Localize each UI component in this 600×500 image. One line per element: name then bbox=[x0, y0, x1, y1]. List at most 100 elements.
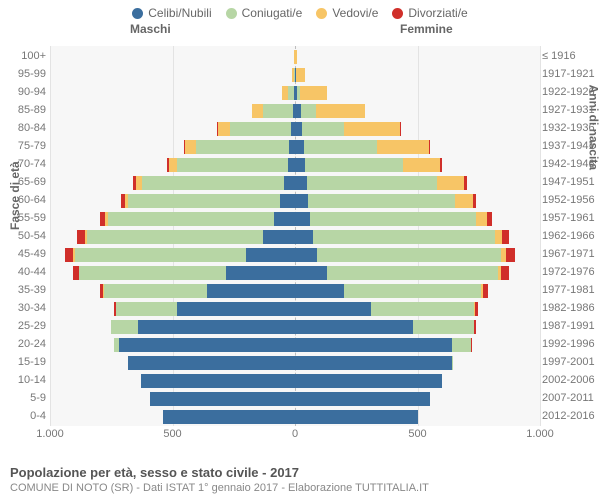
segment bbox=[111, 320, 138, 334]
segment bbox=[274, 212, 295, 226]
segment bbox=[295, 50, 297, 64]
bar-male bbox=[217, 122, 295, 136]
x-tick-label: 500 bbox=[163, 428, 181, 440]
bar-male bbox=[114, 302, 295, 316]
bar-female bbox=[295, 302, 478, 316]
segment bbox=[252, 104, 263, 118]
segment bbox=[371, 302, 474, 316]
legend-label: Divorziati/e bbox=[408, 6, 467, 20]
bar-female bbox=[295, 410, 418, 424]
segment bbox=[295, 140, 304, 154]
bar-female bbox=[295, 212, 492, 226]
age-label: 50-54 bbox=[0, 230, 46, 242]
age-row: 100+≤ 1916 bbox=[50, 48, 540, 66]
segment bbox=[295, 302, 371, 316]
bar-male bbox=[121, 194, 295, 208]
age-label: 70-74 bbox=[0, 158, 46, 170]
birth-year-label: 1987-1991 bbox=[542, 320, 600, 332]
segment bbox=[452, 338, 472, 352]
age-row: 75-791937-1941 bbox=[50, 138, 540, 156]
age-label: 5-9 bbox=[0, 392, 46, 404]
segment bbox=[429, 140, 430, 154]
bar-female bbox=[295, 284, 488, 298]
birth-year-label: 1952-1956 bbox=[542, 194, 600, 206]
segment bbox=[263, 230, 295, 244]
age-row: 95-991917-1921 bbox=[50, 66, 540, 84]
legend: Celibi/NubiliConiugati/eVedovi/eDivorzia… bbox=[0, 0, 600, 22]
bar-male bbox=[167, 158, 295, 172]
segment bbox=[308, 194, 455, 208]
segment bbox=[403, 158, 440, 172]
x-tick-label: 0 bbox=[292, 428, 298, 440]
rows-container: 100+≤ 191695-991917-192190-941922-192685… bbox=[50, 48, 540, 426]
segment bbox=[295, 122, 302, 136]
age-label: 90-94 bbox=[0, 86, 46, 98]
segment bbox=[300, 86, 327, 100]
segment bbox=[475, 302, 478, 316]
birth-year-label: 1932-1936 bbox=[542, 122, 600, 134]
legend-item: Vedovi/e bbox=[316, 6, 378, 20]
age-label: 95-99 bbox=[0, 68, 46, 80]
age-label: 45-49 bbox=[0, 248, 46, 260]
birth-year-label: 1937-1941 bbox=[542, 140, 600, 152]
age-label: 55-59 bbox=[0, 212, 46, 224]
bar-female bbox=[295, 194, 476, 208]
segment bbox=[218, 122, 230, 136]
segment bbox=[307, 176, 437, 190]
birth-year-label: 1927-1931 bbox=[542, 104, 600, 116]
bar-female bbox=[295, 248, 515, 262]
segment bbox=[295, 212, 310, 226]
birth-year-label: 2002-2006 bbox=[542, 374, 600, 386]
legend-swatch bbox=[392, 8, 403, 19]
segment bbox=[377, 140, 428, 154]
bar-female bbox=[295, 104, 365, 118]
segment bbox=[108, 212, 275, 226]
age-row: 70-741942-1946 bbox=[50, 156, 540, 174]
segment bbox=[150, 392, 295, 406]
segment bbox=[138, 320, 295, 334]
segment bbox=[317, 248, 501, 262]
x-tick-label: 500 bbox=[408, 428, 426, 440]
bar-female bbox=[295, 374, 442, 388]
bar-male bbox=[114, 338, 295, 352]
age-row: 45-491967-1971 bbox=[50, 246, 540, 264]
birth-year-label: 1977-1981 bbox=[542, 284, 600, 296]
segment bbox=[474, 320, 475, 334]
segment bbox=[295, 338, 452, 352]
header-female: Femmine bbox=[400, 22, 453, 36]
age-row: 80-841932-1936 bbox=[50, 120, 540, 138]
population-pyramid-chart: Celibi/NubiliConiugati/eVedovi/eDivorzia… bbox=[0, 0, 600, 500]
segment bbox=[487, 212, 492, 226]
age-row: 90-941922-1926 bbox=[50, 84, 540, 102]
segment bbox=[295, 392, 430, 406]
segment bbox=[344, 284, 481, 298]
segment bbox=[128, 356, 295, 370]
segment bbox=[177, 158, 287, 172]
plot-area: 100+≤ 191695-991917-192190-941922-192685… bbox=[50, 46, 540, 436]
age-label: 75-79 bbox=[0, 140, 46, 152]
age-row: 35-391977-1981 bbox=[50, 282, 540, 300]
segment bbox=[305, 158, 403, 172]
segment bbox=[302, 122, 344, 136]
bar-female bbox=[295, 140, 430, 154]
segment bbox=[65, 248, 74, 262]
segment bbox=[246, 248, 295, 262]
segment bbox=[483, 284, 488, 298]
segment bbox=[476, 212, 487, 226]
x-tick-label: 1.000 bbox=[36, 428, 64, 440]
bar-male bbox=[128, 356, 295, 370]
age-label: 25-29 bbox=[0, 320, 46, 332]
bar-male bbox=[184, 140, 295, 154]
legend-label: Vedovi/e bbox=[332, 6, 378, 20]
age-row: 15-191997-2001 bbox=[50, 354, 540, 372]
segment bbox=[207, 284, 295, 298]
bar-female bbox=[295, 86, 327, 100]
segment bbox=[501, 266, 508, 280]
birth-year-label: 1992-1996 bbox=[542, 338, 600, 350]
segment bbox=[177, 302, 295, 316]
segment bbox=[288, 158, 295, 172]
chart-subtitle: COMUNE DI NOTO (SR) - Dati ISTAT 1° genn… bbox=[10, 482, 429, 494]
birth-year-label: 1947-1951 bbox=[542, 176, 600, 188]
segment bbox=[185, 140, 196, 154]
age-row: 10-142002-2006 bbox=[50, 372, 540, 390]
